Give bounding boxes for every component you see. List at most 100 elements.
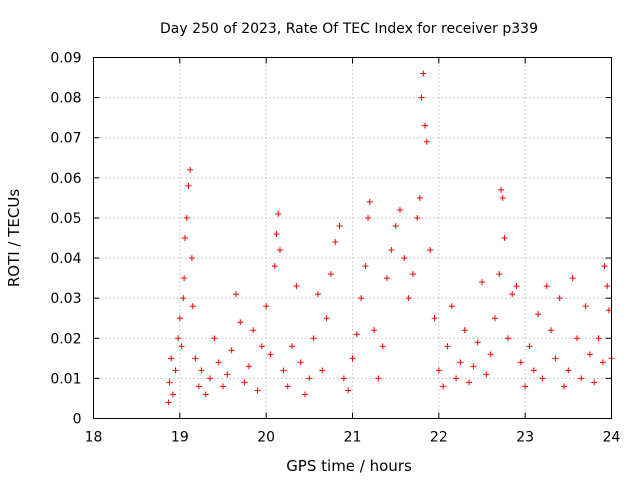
data-point — [323, 315, 330, 322]
data-point — [552, 355, 559, 362]
data-point — [314, 291, 321, 298]
data-point — [457, 359, 464, 366]
data-point — [517, 359, 524, 366]
data-point — [392, 222, 399, 229]
data-point — [187, 166, 194, 173]
data-point — [474, 339, 481, 346]
data-point — [470, 363, 477, 370]
data-point — [289, 343, 296, 350]
data-point — [582, 303, 589, 310]
data-point — [479, 279, 485, 286]
data-point — [420, 70, 427, 77]
y-tick-label: 0.04 — [50, 251, 81, 267]
data-point — [306, 375, 313, 382]
data-point — [491, 315, 498, 322]
y-tick-label: 0.03 — [50, 291, 81, 307]
data-point — [548, 327, 555, 334]
data-point — [362, 263, 369, 270]
data-point — [211, 335, 218, 342]
data-point — [573, 335, 580, 342]
data-point — [336, 222, 343, 229]
data-point — [501, 235, 508, 241]
data-point — [185, 182, 192, 189]
data-point — [228, 347, 235, 354]
data-point — [276, 247, 283, 254]
data-point — [556, 295, 563, 302]
data-point — [353, 331, 360, 338]
data-point — [366, 198, 373, 205]
data-point — [180, 295, 187, 302]
data-point — [245, 363, 252, 370]
data-point — [195, 383, 202, 390]
data-point — [543, 283, 550, 290]
data-point — [535, 311, 542, 318]
data-point — [539, 375, 546, 382]
y-tick-label: 0.08 — [50, 91, 81, 107]
data-point — [466, 379, 473, 386]
data-point — [379, 343, 386, 350]
data-point — [293, 283, 300, 290]
x-axis-label: GPS time / hours — [286, 457, 412, 475]
x-tick-label: 21 — [344, 430, 362, 446]
data-point — [241, 379, 248, 386]
data-point — [591, 379, 598, 386]
data-point — [530, 367, 537, 374]
data-point — [453, 375, 460, 382]
y-tick-label: 0.06 — [50, 171, 81, 187]
data-point — [365, 214, 372, 221]
y-tick-label: 0.01 — [50, 371, 81, 387]
data-point — [526, 343, 533, 350]
data-point — [181, 275, 188, 282]
data-point — [409, 271, 416, 278]
data-point — [371, 327, 378, 334]
data-point — [258, 343, 265, 350]
data-point — [504, 335, 511, 342]
data-point — [561, 383, 568, 390]
data-point — [332, 239, 339, 246]
data-point — [401, 255, 408, 262]
x-tick-label: 18 — [85, 430, 103, 446]
data-point — [440, 383, 447, 390]
data-point — [176, 315, 183, 322]
data-point — [499, 194, 506, 201]
data-point — [388, 247, 395, 254]
data-point — [189, 303, 196, 310]
data-point — [487, 351, 494, 358]
data-point — [168, 355, 175, 362]
data-point — [569, 275, 576, 282]
data-point — [263, 303, 270, 310]
data-point — [414, 214, 421, 221]
data-point — [232, 291, 239, 298]
data-point — [188, 255, 195, 262]
data-point — [423, 138, 430, 145]
data-point — [418, 94, 425, 101]
data-point — [271, 263, 278, 270]
data-point — [198, 367, 205, 374]
data-point — [284, 383, 291, 390]
data-point — [175, 335, 182, 342]
data-point — [215, 359, 222, 366]
data-point — [267, 351, 274, 358]
data-point — [273, 230, 280, 237]
data-point — [578, 375, 585, 382]
data-point — [605, 307, 612, 314]
data-point — [349, 355, 356, 362]
data-point — [310, 335, 317, 342]
data-point — [178, 343, 185, 350]
data-point — [207, 375, 214, 382]
data-point — [483, 371, 490, 378]
data-point — [427, 247, 434, 254]
data-point — [496, 271, 503, 278]
data-point — [254, 387, 261, 394]
data-point — [565, 367, 572, 374]
data-point — [416, 194, 423, 201]
y-tick-label: 0.09 — [50, 51, 81, 67]
y-tick-label: 0.02 — [50, 331, 81, 347]
x-tick-label: 23 — [516, 430, 534, 446]
data-point — [182, 235, 189, 241]
data-point — [302, 391, 309, 398]
data-points — [165, 70, 615, 406]
data-point — [183, 214, 190, 221]
data-point — [327, 271, 334, 278]
